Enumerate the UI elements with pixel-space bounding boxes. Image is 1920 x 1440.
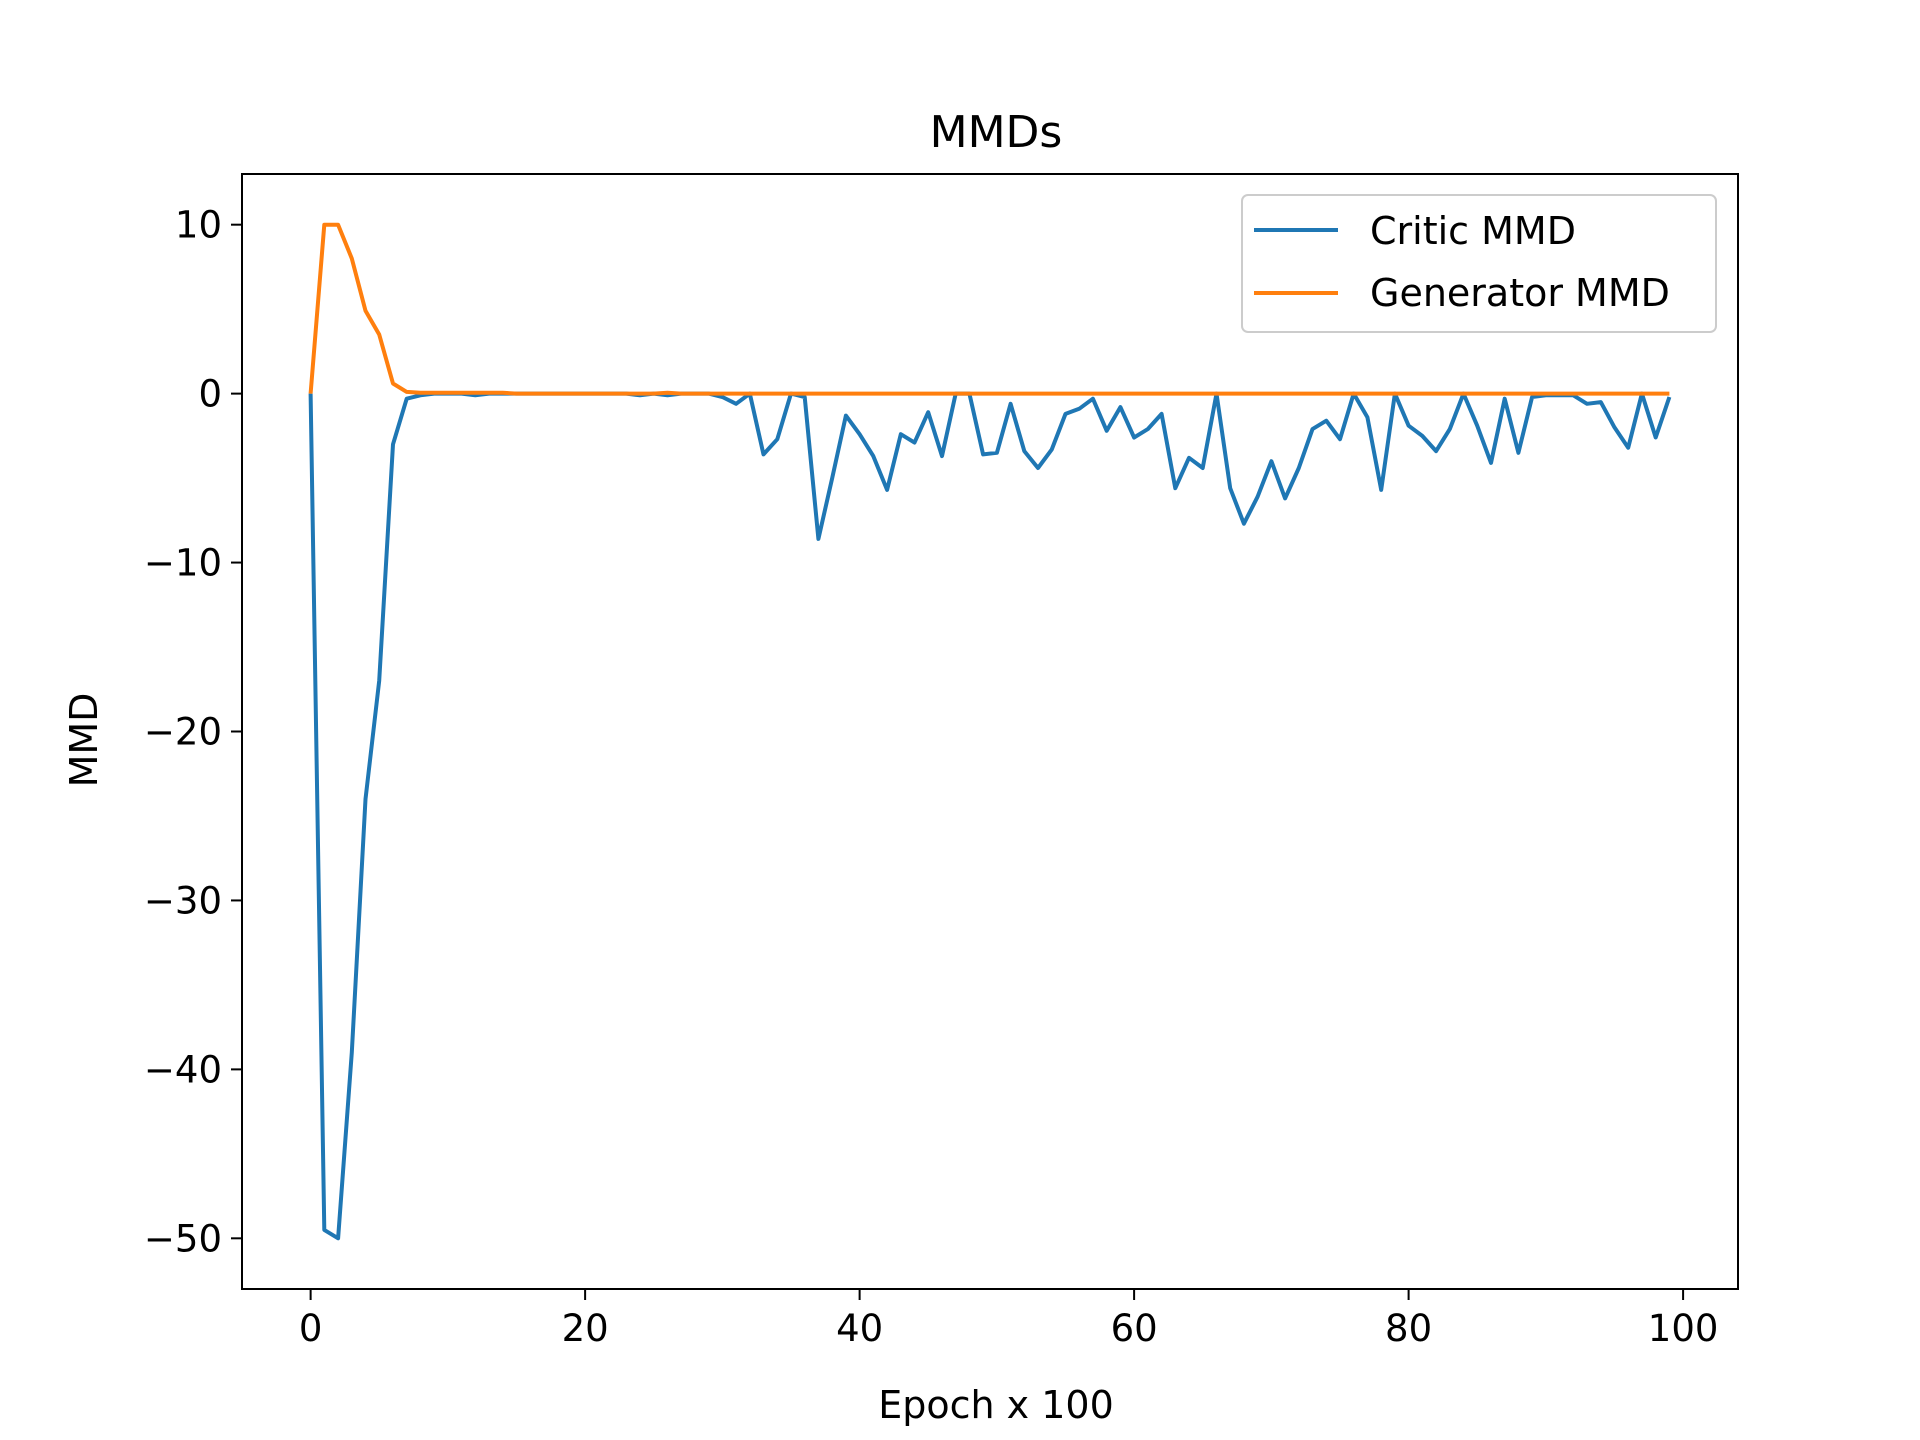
x-tick-label: 80 <box>1385 1307 1432 1350</box>
y-tick-label: −40 <box>144 1048 222 1091</box>
axes-frame <box>241 173 1739 1290</box>
legend-label-critic: Critic MMD <box>1370 209 1576 253</box>
y-tick-label: 0 <box>198 373 222 416</box>
x-tick-label: 40 <box>836 1307 883 1350</box>
y-axis: 10 0 −10 −20 −30 −40 −50 <box>144 204 242 1260</box>
legend-label-generator: Generator MMD <box>1370 271 1670 315</box>
series-line-generator <box>308 222 1670 396</box>
x-tick-label: 20 <box>562 1307 609 1350</box>
legend-box <box>1241 194 1717 333</box>
y-tick-label: −50 <box>144 1217 222 1260</box>
x-tick-label: 60 <box>1111 1307 1158 1350</box>
y-tick-label: −10 <box>144 542 222 585</box>
x-axis-title: Epoch x 100 <box>878 1383 1114 1427</box>
y-axis-title: MMD <box>62 693 106 788</box>
x-tick-label: 100 <box>1648 1307 1719 1350</box>
plot-area <box>308 222 1672 1241</box>
x-axis: 0 20 40 60 80 100 <box>299 1289 1719 1350</box>
legend: Critic MMD Generator MMD <box>1241 194 1717 333</box>
x-tick-label: 0 <box>299 1307 323 1350</box>
y-tick-label: −30 <box>144 879 222 922</box>
y-tick-label: 10 <box>175 204 222 247</box>
y-tick-label: −20 <box>144 711 222 754</box>
chart-title: MMDs <box>930 107 1063 158</box>
